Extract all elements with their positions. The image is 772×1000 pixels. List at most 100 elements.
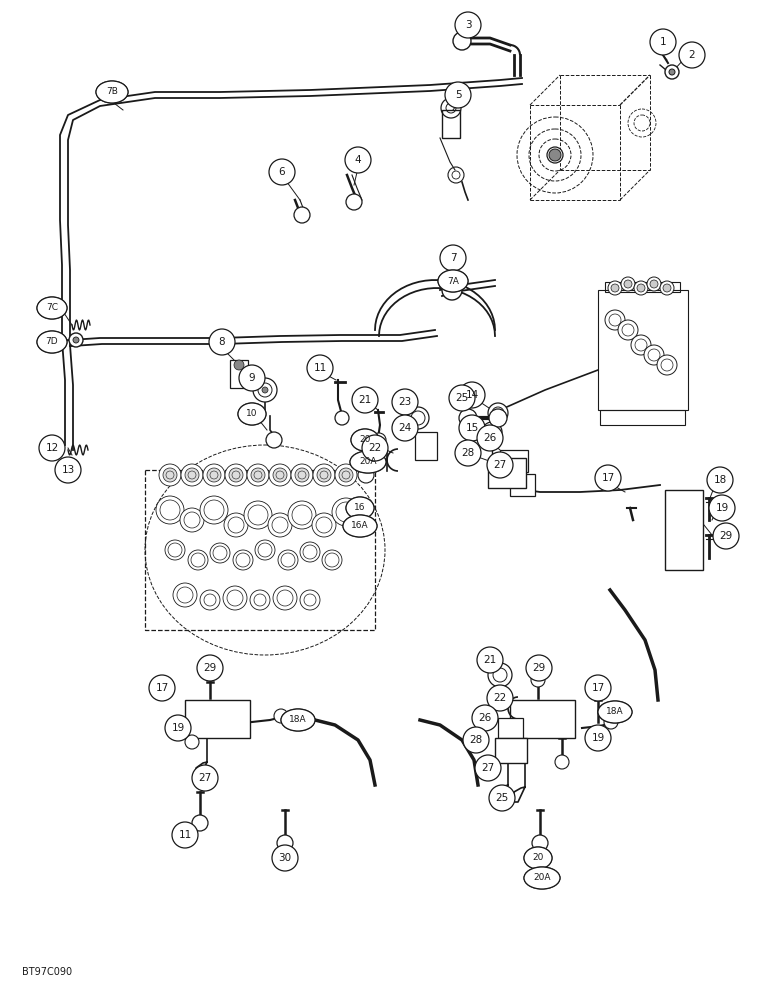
Circle shape bbox=[595, 465, 621, 491]
Circle shape bbox=[585, 675, 611, 701]
Ellipse shape bbox=[351, 429, 379, 451]
Circle shape bbox=[250, 590, 270, 610]
Circle shape bbox=[475, 755, 501, 781]
Circle shape bbox=[459, 415, 485, 441]
Text: 3: 3 bbox=[465, 20, 472, 30]
Circle shape bbox=[459, 382, 485, 408]
Circle shape bbox=[269, 159, 295, 185]
Circle shape bbox=[332, 498, 360, 526]
Circle shape bbox=[335, 411, 349, 425]
Ellipse shape bbox=[438, 270, 468, 292]
Circle shape bbox=[172, 822, 198, 848]
Bar bbox=[185, 700, 250, 738]
Circle shape bbox=[165, 715, 191, 741]
Circle shape bbox=[482, 422, 502, 442]
Circle shape bbox=[200, 590, 220, 610]
Circle shape bbox=[156, 496, 184, 524]
Text: 29: 29 bbox=[720, 531, 733, 541]
Circle shape bbox=[291, 464, 313, 486]
Circle shape bbox=[663, 284, 671, 292]
Circle shape bbox=[209, 329, 235, 355]
Circle shape bbox=[312, 513, 336, 537]
Circle shape bbox=[229, 468, 243, 482]
Circle shape bbox=[547, 147, 563, 163]
Circle shape bbox=[585, 725, 611, 751]
Ellipse shape bbox=[438, 270, 468, 292]
Text: 4: 4 bbox=[354, 155, 361, 165]
Text: 1: 1 bbox=[660, 37, 666, 47]
Bar bbox=[145, 470, 375, 630]
Bar bbox=[665, 490, 703, 570]
Circle shape bbox=[477, 647, 503, 673]
Text: 29: 29 bbox=[203, 663, 217, 673]
Circle shape bbox=[65, 459, 79, 473]
Circle shape bbox=[489, 785, 515, 811]
Ellipse shape bbox=[96, 81, 128, 103]
Circle shape bbox=[455, 12, 481, 38]
Circle shape bbox=[149, 675, 175, 701]
Circle shape bbox=[488, 663, 512, 687]
Ellipse shape bbox=[598, 701, 632, 723]
Ellipse shape bbox=[598, 701, 632, 723]
Text: 13: 13 bbox=[62, 465, 75, 475]
Ellipse shape bbox=[343, 515, 377, 537]
Text: 26: 26 bbox=[483, 433, 496, 443]
Circle shape bbox=[253, 378, 277, 402]
Text: 7A: 7A bbox=[447, 276, 459, 286]
Text: 28: 28 bbox=[469, 735, 482, 745]
Circle shape bbox=[618, 320, 638, 340]
Text: 22: 22 bbox=[493, 693, 506, 703]
Text: 27: 27 bbox=[198, 773, 212, 783]
Ellipse shape bbox=[96, 81, 128, 103]
Text: 25: 25 bbox=[455, 393, 469, 403]
Circle shape bbox=[650, 29, 676, 55]
Circle shape bbox=[345, 147, 371, 173]
Circle shape bbox=[392, 415, 418, 441]
Text: 7B: 7B bbox=[106, 88, 118, 97]
Circle shape bbox=[274, 709, 288, 723]
Ellipse shape bbox=[37, 297, 67, 319]
Circle shape bbox=[255, 540, 275, 560]
Circle shape bbox=[300, 590, 320, 610]
Bar bbox=[495, 738, 527, 763]
Text: 11: 11 bbox=[178, 830, 191, 840]
Bar bbox=[510, 700, 575, 738]
Circle shape bbox=[55, 457, 81, 483]
Circle shape bbox=[339, 468, 353, 482]
Circle shape bbox=[39, 435, 65, 461]
Circle shape bbox=[224, 513, 248, 537]
Text: 19: 19 bbox=[171, 723, 185, 733]
Circle shape bbox=[273, 586, 297, 610]
Text: 5: 5 bbox=[455, 90, 462, 100]
Circle shape bbox=[262, 387, 268, 393]
Ellipse shape bbox=[238, 403, 266, 425]
Circle shape bbox=[251, 468, 265, 482]
Text: 27: 27 bbox=[482, 763, 495, 773]
Circle shape bbox=[266, 432, 282, 448]
Circle shape bbox=[317, 468, 331, 482]
Circle shape bbox=[307, 355, 333, 381]
Circle shape bbox=[268, 513, 292, 537]
Circle shape bbox=[549, 149, 561, 161]
Text: 20A: 20A bbox=[359, 458, 377, 466]
Text: 21: 21 bbox=[483, 655, 496, 665]
Circle shape bbox=[335, 464, 357, 486]
Bar bbox=[230, 360, 248, 388]
Circle shape bbox=[647, 277, 661, 291]
Circle shape bbox=[657, 355, 677, 375]
Bar bbox=[498, 718, 523, 738]
Circle shape bbox=[353, 513, 371, 531]
Circle shape bbox=[358, 467, 374, 483]
Text: 7: 7 bbox=[449, 253, 456, 263]
Circle shape bbox=[709, 495, 735, 521]
Circle shape bbox=[223, 586, 247, 610]
Text: 24: 24 bbox=[398, 423, 411, 433]
Text: 21: 21 bbox=[358, 395, 371, 405]
Circle shape bbox=[69, 463, 75, 469]
Circle shape bbox=[440, 245, 466, 271]
Ellipse shape bbox=[281, 709, 315, 731]
Circle shape bbox=[173, 583, 197, 607]
Ellipse shape bbox=[343, 515, 377, 537]
Circle shape bbox=[407, 407, 429, 429]
Text: 28: 28 bbox=[462, 448, 475, 458]
